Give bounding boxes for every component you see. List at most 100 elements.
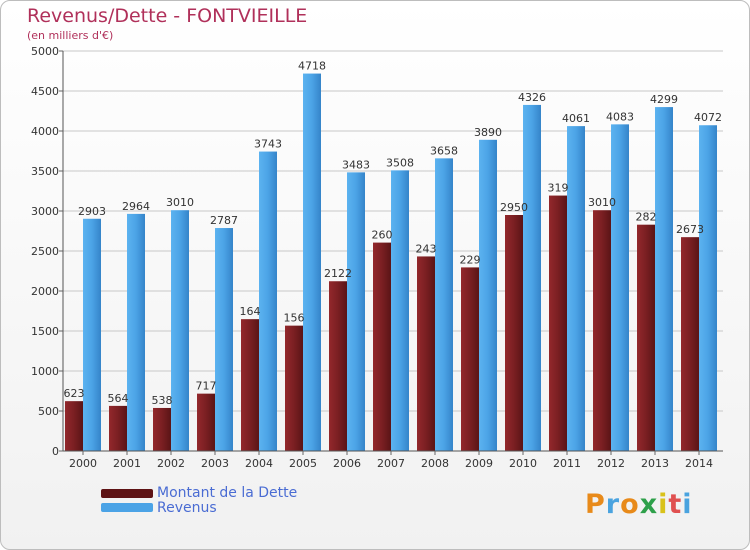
bar-dette bbox=[593, 210, 611, 451]
x-tick-label: 2013 bbox=[641, 457, 669, 470]
data-label-revenus: 2964 bbox=[122, 200, 150, 213]
data-label-revenus: 3743 bbox=[254, 138, 282, 151]
logo-letter: i bbox=[658, 489, 669, 520]
legend-label-dette: Montant de la Dette bbox=[157, 485, 298, 501]
data-label-dette: 164 bbox=[240, 305, 261, 318]
axes: 0 500 1000 1500 2000 2500 3000 3500 4000 4500 5000… bbox=[31, 45, 723, 470]
data-labels: 623 2903 564 2964 538 3010 717 2787 164 3743 156 47… bbox=[64, 60, 723, 407]
y-tick-label: 500 bbox=[38, 405, 59, 418]
data-label-dette: 2673 bbox=[676, 223, 704, 236]
bar-dette bbox=[373, 242, 391, 451]
y-tick-label: 2500 bbox=[31, 245, 59, 258]
data-label-dette: 564 bbox=[108, 392, 129, 405]
bar-revenus bbox=[655, 107, 673, 451]
data-label-revenus: 4072 bbox=[694, 111, 722, 124]
bar-dette bbox=[505, 215, 523, 451]
y-tick-label: 3500 bbox=[31, 165, 59, 178]
x-tick-label: 2005 bbox=[289, 457, 317, 470]
y-tick-label: 1500 bbox=[31, 325, 59, 338]
bar-revenus bbox=[347, 172, 365, 452]
bar-dette bbox=[417, 256, 435, 451]
bar-revenus bbox=[611, 124, 629, 452]
x-tick-label: 2002 bbox=[157, 457, 185, 470]
logo-letter: t bbox=[668, 489, 683, 520]
logo-letter: i bbox=[682, 489, 693, 520]
data-label-revenus: 4299 bbox=[650, 93, 678, 106]
logo-letter: r bbox=[605, 489, 621, 520]
data-label-revenus: 3658 bbox=[430, 144, 458, 157]
x-tick-label: 2010 bbox=[509, 457, 537, 470]
data-label-revenus: 4061 bbox=[562, 112, 590, 125]
y-tick-label: 4000 bbox=[31, 125, 59, 138]
data-label-revenus: 4718 bbox=[298, 60, 326, 73]
bar-revenus bbox=[391, 170, 409, 452]
data-label-revenus: 2903 bbox=[78, 205, 106, 218]
bar-dette bbox=[109, 405, 127, 451]
y-tick-label: 0 bbox=[52, 445, 59, 458]
data-label-dette: 3010 bbox=[588, 196, 616, 209]
x-tick-label: 2011 bbox=[553, 457, 581, 470]
bar-revenus bbox=[127, 213, 145, 451]
legend-swatch-revenus bbox=[101, 503, 153, 512]
data-label-dette: 538 bbox=[152, 394, 173, 407]
bar-revenus bbox=[699, 125, 717, 452]
bar-dette bbox=[549, 195, 567, 451]
y-tick-label: 3000 bbox=[31, 205, 59, 218]
data-label-revenus: 3010 bbox=[166, 196, 194, 209]
bars bbox=[65, 73, 717, 452]
data-label-dette: 623 bbox=[64, 387, 85, 400]
chart-title: Revenus/Dette - FONTVIEILLE bbox=[27, 5, 308, 27]
data-label-dette: 717 bbox=[196, 380, 217, 393]
bar-revenus bbox=[171, 210, 189, 451]
data-label-dette: 319 bbox=[548, 182, 569, 195]
bar-dette bbox=[241, 319, 259, 451]
bar-dette bbox=[329, 281, 347, 451]
logo-letter: P bbox=[585, 489, 606, 520]
logo-letter: o bbox=[620, 489, 640, 520]
bar-revenus bbox=[215, 228, 233, 451]
data-label-revenus: 4326 bbox=[518, 91, 546, 104]
proxiti-logo: Proxiti bbox=[585, 489, 693, 520]
y-tick-label: 4500 bbox=[31, 85, 59, 98]
bar-revenus bbox=[435, 158, 453, 452]
bar-dette bbox=[285, 325, 303, 451]
x-tick-label: 2001 bbox=[113, 457, 141, 470]
y-tick-label: 2000 bbox=[31, 285, 59, 298]
x-tick-label: 2009 bbox=[465, 457, 493, 470]
x-tick-label: 2007 bbox=[377, 457, 405, 470]
chart-subtitle: (en milliers d'€) bbox=[27, 29, 114, 42]
data-label-dette: 2122 bbox=[324, 267, 352, 280]
bar-dette bbox=[197, 393, 215, 451]
y-tick-label: 5000 bbox=[31, 45, 59, 58]
data-label-dette: 156 bbox=[284, 312, 305, 325]
x-tick-label: 2003 bbox=[201, 457, 229, 470]
x-tick-label: 2008 bbox=[421, 457, 449, 470]
data-label-dette: 243 bbox=[416, 242, 437, 255]
x-tick-label: 2012 bbox=[597, 457, 625, 470]
data-label-dette: 2950 bbox=[500, 201, 528, 214]
data-label-revenus: 3890 bbox=[474, 126, 502, 139]
legend-label-revenus: Revenus bbox=[157, 500, 217, 516]
x-tick-label: 2004 bbox=[245, 457, 273, 470]
data-label-dette: 282 bbox=[636, 211, 657, 224]
bar-revenus bbox=[83, 218, 101, 451]
data-label-revenus: 4083 bbox=[606, 110, 634, 123]
logo-letter: x bbox=[639, 489, 659, 520]
bar-revenus bbox=[479, 139, 497, 452]
bar-dette bbox=[153, 407, 171, 451]
bar-dette bbox=[637, 224, 655, 451]
data-label-revenus: 3483 bbox=[342, 158, 370, 171]
bar-revenus bbox=[259, 151, 277, 451]
data-label-revenus: 2787 bbox=[210, 214, 238, 227]
data-label-dette: 229 bbox=[460, 253, 481, 266]
y-tick-label: 1000 bbox=[31, 365, 59, 378]
data-label-dette: 260 bbox=[372, 229, 393, 242]
bar-revenus bbox=[303, 73, 321, 451]
x-tick-label: 2006 bbox=[333, 457, 361, 470]
bar-dette bbox=[681, 237, 699, 451]
x-tick-label: 2014 bbox=[685, 457, 713, 470]
data-label-revenus: 3508 bbox=[386, 156, 414, 169]
bar-dette bbox=[461, 267, 479, 451]
